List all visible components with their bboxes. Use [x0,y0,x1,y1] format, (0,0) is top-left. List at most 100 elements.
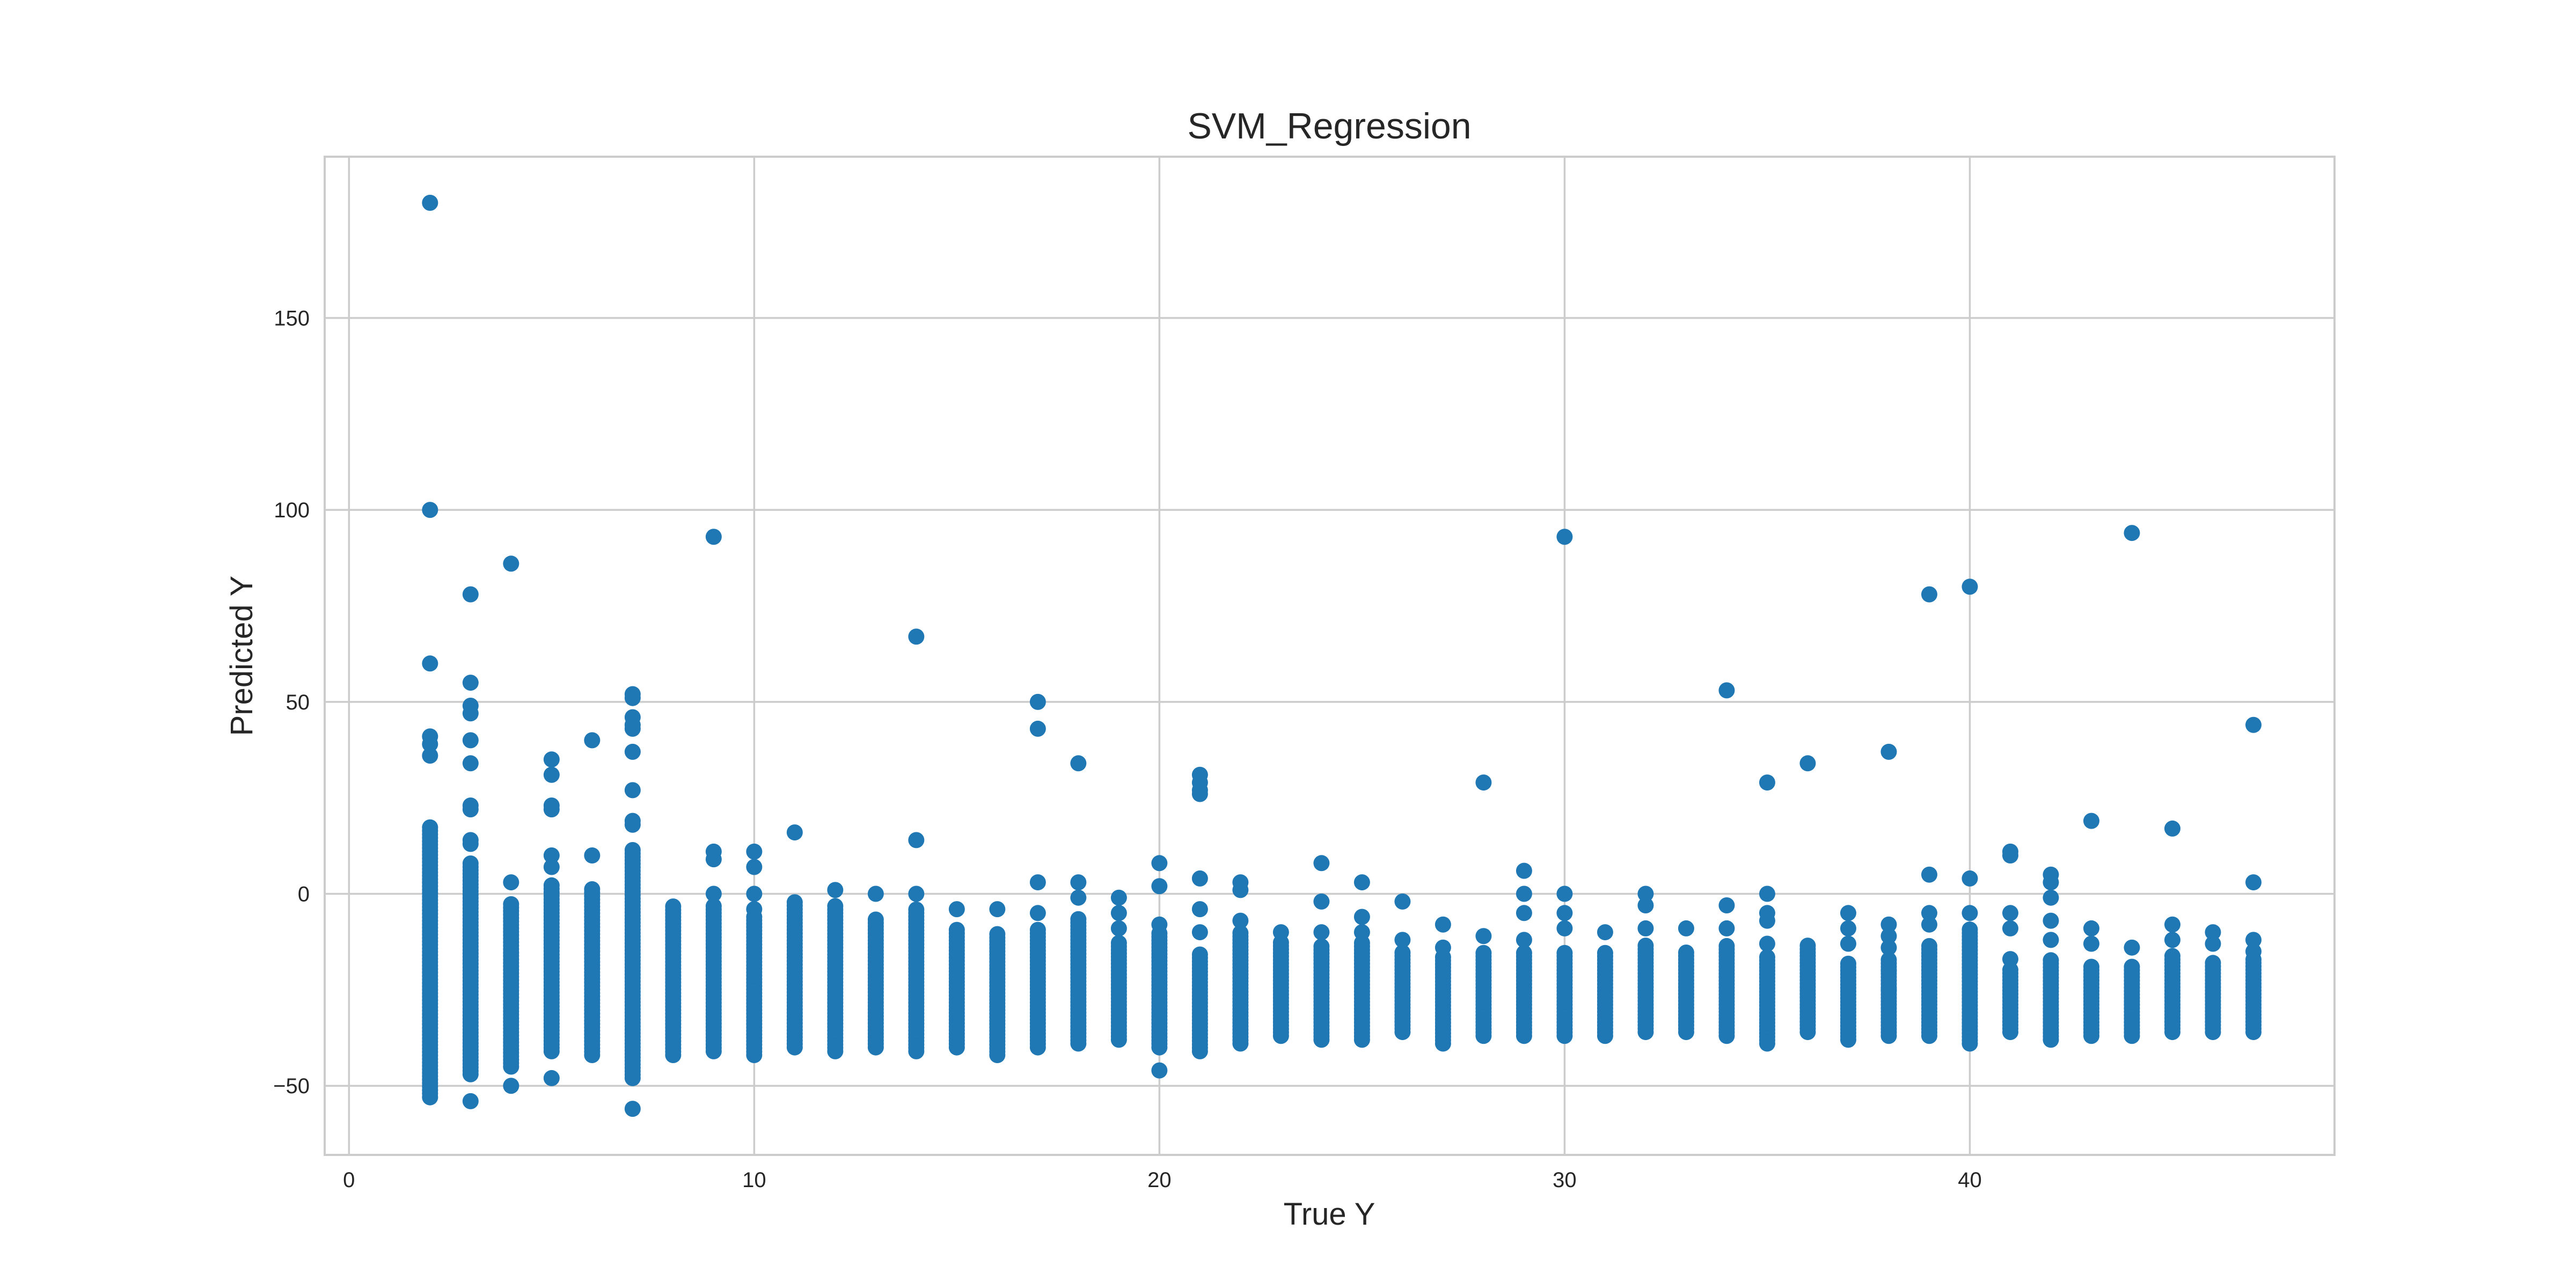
data-point [624,1101,641,1117]
data-point [1475,774,1492,791]
x-tick-labels: 0 10 20 30 40 [343,1168,1982,1192]
data-point [2002,847,2018,863]
data-points [422,194,2262,1117]
grid-lines [325,157,2334,1155]
data-point [705,529,722,545]
data-point [624,816,641,833]
y-tick-label: −50 [273,1074,310,1098]
data-point [1029,905,1046,921]
data-point [1597,945,1613,961]
data-point [462,755,479,772]
data-point [746,859,763,875]
data-point [786,894,803,911]
data-point [1070,889,1087,906]
data-point [1637,897,1654,913]
data-point [1029,720,1046,737]
data-point [2245,874,2262,891]
data-point [422,819,438,836]
data-point [1191,870,1208,887]
data-point [2245,943,2262,960]
data-point [1516,945,1532,961]
data-point [584,732,601,749]
data-point [908,885,925,902]
data-point [746,843,763,860]
data-point [2205,924,2221,941]
data-point [948,921,965,938]
data-point [1880,962,1897,979]
data-point [1718,938,1735,954]
data-point [1880,982,1897,998]
data-point [989,926,1006,942]
data-point [1191,786,1208,802]
data-point [1151,1062,1168,1079]
data-point [1516,862,1532,879]
data-point [1191,924,1208,941]
data-point [1637,885,1654,902]
data-point [1962,921,1978,938]
chart-title: SVM_Regression [1187,106,1471,147]
data-point [543,859,560,875]
data-point [948,901,965,918]
data-point [1921,586,1937,603]
data-point [462,705,479,722]
x-tick-label: 30 [1553,1168,1577,1192]
data-point [746,885,763,902]
y-tick-label: 150 [274,306,310,330]
data-point [422,1089,438,1106]
data-point [786,824,803,841]
data-point [1678,944,1694,961]
data-point [624,720,641,737]
data-point [1151,855,1168,872]
data-point [746,901,763,918]
data-point [1313,924,1330,941]
data-point [1799,938,1816,954]
data-point [1962,870,1978,887]
data-point [422,502,438,518]
data-point [1110,935,1127,952]
data-point [1435,916,1451,933]
data-point [2002,905,2018,921]
data-point [1435,939,1451,956]
data-point [1840,920,1856,936]
data-point [908,628,925,645]
data-point [1556,885,1573,902]
data-point [908,832,925,848]
plot-frame [324,156,2336,1156]
data-point [1394,944,1411,961]
data-point [1070,911,1087,927]
data-point [462,836,479,852]
data-point [1151,878,1168,895]
data-point [1394,932,1411,948]
data-point [543,877,560,894]
data-point [1597,924,1613,941]
data-point [462,675,479,691]
data-point [2245,716,2262,733]
data-point [1880,939,1897,956]
data-point [422,655,438,672]
x-tick-label: 40 [1958,1168,1982,1192]
data-point [1475,945,1492,961]
data-point [1759,949,1775,965]
data-point [2164,932,2180,948]
data-point [584,881,601,897]
data-point [1353,909,1370,925]
data-point [705,851,722,868]
data-point [827,898,844,914]
data-point [2124,958,2140,975]
data-point [989,901,1006,918]
data-point [705,885,722,902]
data-point [462,732,479,749]
data-point [1759,935,1775,952]
data-point [422,194,438,211]
data-point [1637,938,1654,954]
data-point [1556,905,1573,921]
data-point [1718,897,1735,913]
data-point [1313,855,1330,872]
data-point [1475,928,1492,945]
data-point [1313,893,1330,910]
data-point [2083,958,2099,975]
data-point [2245,932,2262,948]
data-point [2043,912,2059,929]
data-point [1921,916,1937,933]
